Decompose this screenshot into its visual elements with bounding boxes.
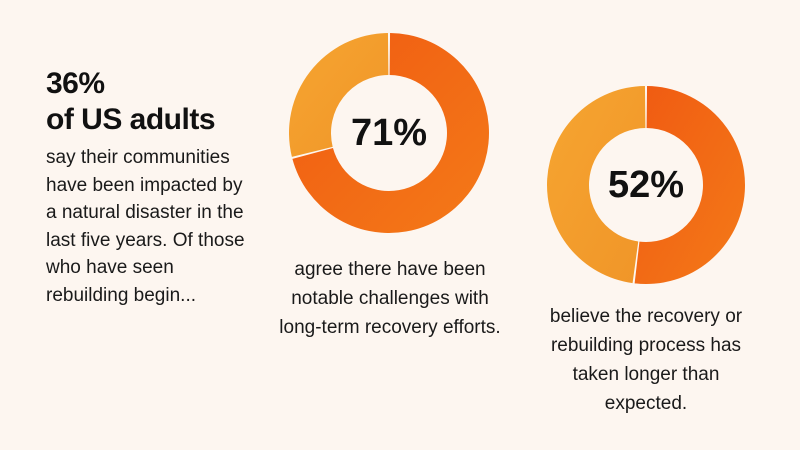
intro-block: 36% of US adults say their communities h…: [46, 66, 246, 309]
donut-segment-remainder: [547, 86, 646, 284]
caption-71: agree there have been notable challenges…: [279, 259, 501, 338]
intro-stat-subject: of US adults: [46, 103, 216, 136]
donut-chart-52: 52%: [547, 86, 745, 284]
donut-center-label: 71%: [351, 112, 427, 154]
intro-text: say their communities have been impacted…: [46, 147, 245, 306]
intro-stat: 36%: [46, 67, 105, 100]
caption-52: believe the recovery or rebuilding proce…: [549, 306, 743, 414]
donut-chart-71: 71%: [289, 33, 489, 234]
donut-segment-primary: [634, 86, 745, 284]
donut-center-label: 52%: [608, 164, 684, 206]
donut-segment-primary: [292, 33, 489, 234]
donut-segment-remainder: [289, 33, 389, 157]
